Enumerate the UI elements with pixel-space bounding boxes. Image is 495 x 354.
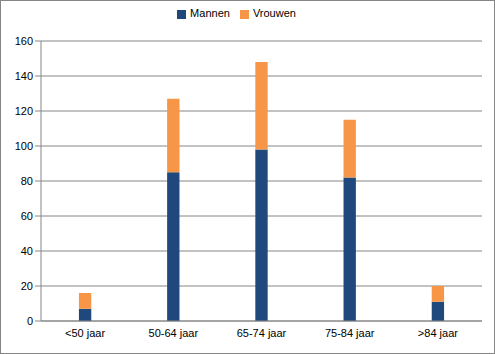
svg-text:<50 jaar: <50 jaar [65, 327, 105, 339]
svg-text:100: 100 [15, 140, 33, 152]
svg-text:0: 0 [27, 315, 33, 327]
svg-text:40: 40 [21, 245, 33, 257]
svg-text:60: 60 [21, 210, 33, 222]
html-text:Vrouwen: Vrouwen [252, 7, 296, 19]
html-text:Mannen: Mannen [190, 7, 230, 19]
svg-text:75-84 jaar: 75-84 jaar [325, 327, 375, 339]
svg-text:>84 jaar: >84 jaar [418, 327, 458, 339]
svg-text:65-74 jaar: 65-74 jaar [237, 327, 287, 339]
svg-text:140: 140 [15, 70, 33, 82]
svg-text:160: 160 [15, 35, 33, 47]
svg-text:20: 20 [21, 280, 33, 292]
svg-text:80: 80 [21, 175, 33, 187]
svg-text:120: 120 [15, 105, 33, 117]
svg-text:50-64 jaar: 50-64 jaar [149, 327, 199, 339]
